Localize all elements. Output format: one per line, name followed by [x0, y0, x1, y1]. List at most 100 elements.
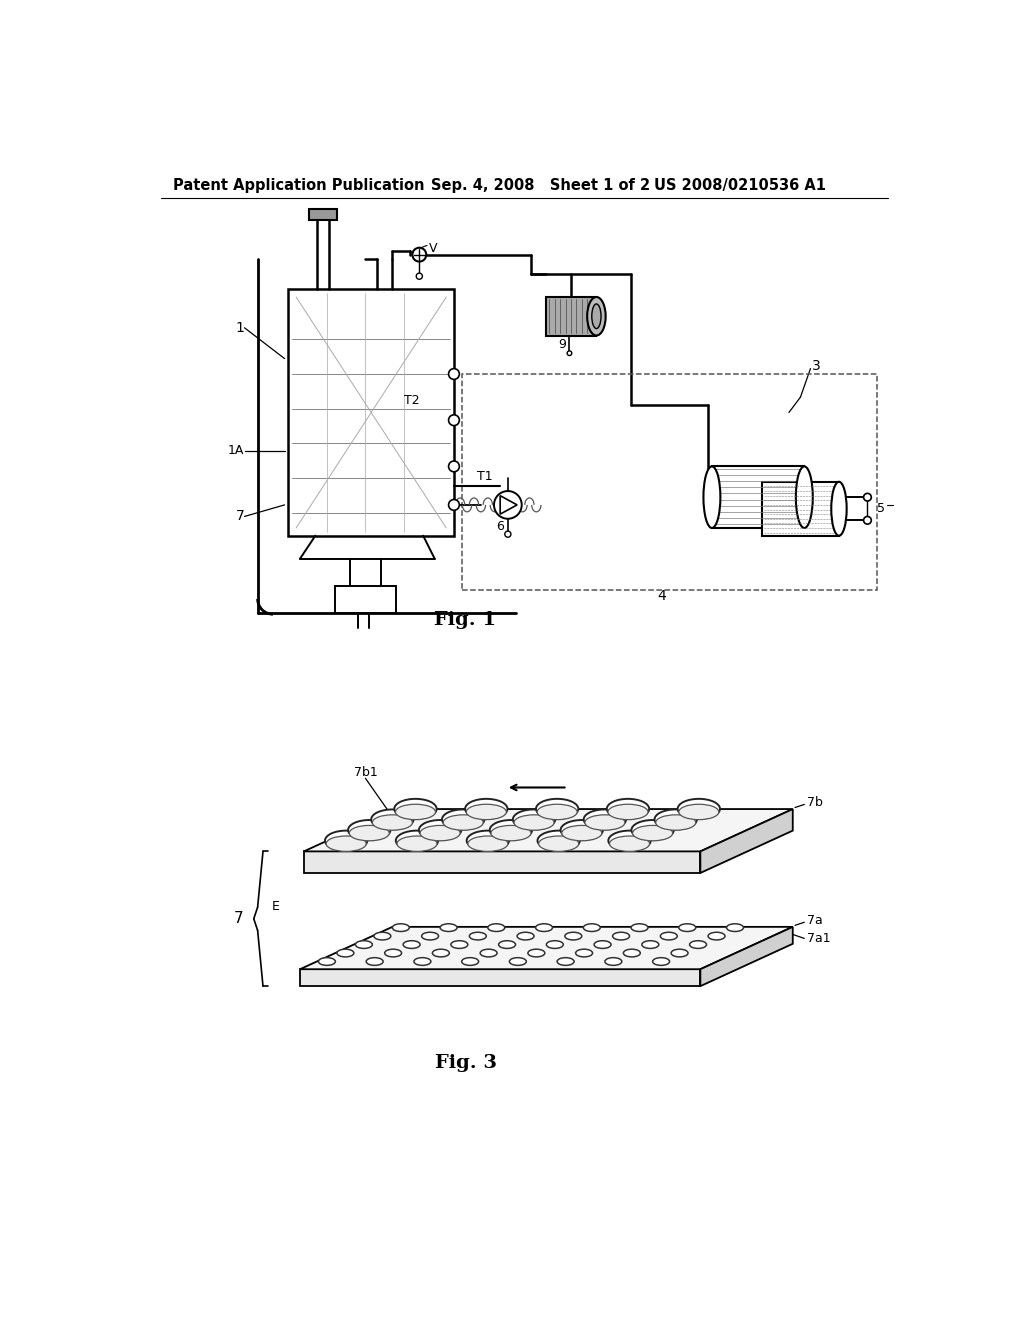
Ellipse shape: [671, 949, 688, 957]
Text: Sep. 4, 2008   Sheet 1 of 2: Sep. 4, 2008 Sheet 1 of 2: [431, 178, 650, 193]
Ellipse shape: [584, 924, 600, 932]
Polygon shape: [300, 927, 793, 969]
Ellipse shape: [396, 830, 438, 850]
Polygon shape: [304, 809, 793, 851]
Ellipse shape: [624, 949, 640, 957]
Circle shape: [416, 273, 422, 280]
Ellipse shape: [509, 958, 526, 965]
Ellipse shape: [326, 836, 367, 851]
Ellipse shape: [708, 932, 725, 940]
Circle shape: [494, 491, 521, 519]
Ellipse shape: [385, 949, 401, 957]
Ellipse shape: [487, 924, 505, 932]
Ellipse shape: [652, 958, 670, 965]
Ellipse shape: [612, 932, 630, 940]
Ellipse shape: [467, 830, 509, 850]
Ellipse shape: [371, 809, 414, 829]
Ellipse shape: [631, 924, 648, 932]
Ellipse shape: [442, 809, 484, 829]
Text: V: V: [429, 242, 437, 255]
Ellipse shape: [605, 958, 622, 965]
Text: T2: T2: [403, 395, 420, 408]
Text: 7: 7: [236, 510, 245, 524]
Ellipse shape: [403, 941, 420, 949]
Ellipse shape: [678, 799, 720, 818]
Ellipse shape: [536, 924, 553, 932]
Ellipse shape: [373, 814, 413, 830]
Text: 6: 6: [497, 520, 504, 533]
Ellipse shape: [538, 804, 578, 820]
Ellipse shape: [440, 924, 457, 932]
Ellipse shape: [489, 820, 532, 840]
Text: 7a: 7a: [807, 915, 822, 927]
Ellipse shape: [422, 932, 438, 940]
Ellipse shape: [727, 924, 743, 932]
Polygon shape: [700, 809, 793, 873]
Text: 1A: 1A: [228, 445, 245, 458]
Circle shape: [449, 414, 460, 425]
Circle shape: [449, 461, 460, 471]
Ellipse shape: [395, 804, 435, 820]
Polygon shape: [304, 851, 700, 873]
Ellipse shape: [325, 830, 368, 850]
Ellipse shape: [513, 809, 555, 829]
Polygon shape: [700, 927, 793, 986]
Ellipse shape: [642, 941, 658, 949]
Ellipse shape: [632, 820, 674, 840]
Bar: [712, 466, 804, 528]
Ellipse shape: [462, 958, 478, 965]
Text: 9: 9: [558, 338, 565, 351]
Ellipse shape: [443, 814, 483, 830]
Circle shape: [505, 531, 511, 537]
Ellipse shape: [528, 949, 545, 957]
Ellipse shape: [679, 804, 719, 820]
Ellipse shape: [796, 466, 813, 528]
Ellipse shape: [374, 932, 391, 940]
Ellipse shape: [608, 804, 648, 820]
Text: E: E: [272, 900, 281, 913]
Text: Fig. 1: Fig. 1: [434, 611, 497, 630]
Bar: [547, 297, 596, 335]
Text: Patent Application Publication: Patent Application Publication: [173, 178, 424, 193]
Circle shape: [449, 499, 460, 511]
Text: US 2008/0210536 A1: US 2008/0210536 A1: [654, 178, 826, 193]
Ellipse shape: [337, 949, 354, 957]
Text: 7a1: 7a1: [807, 932, 830, 945]
Ellipse shape: [414, 958, 431, 965]
Ellipse shape: [536, 799, 579, 818]
Text: 7: 7: [234, 911, 244, 927]
Ellipse shape: [420, 825, 460, 841]
Ellipse shape: [539, 836, 579, 851]
Ellipse shape: [587, 297, 605, 335]
Circle shape: [449, 368, 460, 379]
Ellipse shape: [655, 814, 695, 830]
Ellipse shape: [499, 941, 515, 949]
Ellipse shape: [465, 799, 508, 818]
Ellipse shape: [547, 941, 563, 949]
Circle shape: [567, 351, 571, 355]
Text: 1: 1: [236, 321, 245, 335]
Ellipse shape: [654, 809, 697, 829]
Bar: [335, 586, 396, 612]
Ellipse shape: [367, 958, 383, 965]
Ellipse shape: [575, 949, 593, 957]
Text: 5: 5: [878, 502, 886, 515]
Ellipse shape: [514, 814, 554, 830]
Text: 3: 3: [812, 359, 821, 374]
Circle shape: [863, 494, 871, 502]
Ellipse shape: [592, 304, 601, 329]
Ellipse shape: [538, 830, 580, 850]
Ellipse shape: [703, 466, 720, 528]
Ellipse shape: [419, 820, 461, 840]
Ellipse shape: [660, 932, 677, 940]
Ellipse shape: [349, 825, 389, 841]
Text: 7b: 7b: [807, 796, 822, 809]
Bar: [762, 482, 839, 536]
Ellipse shape: [490, 825, 531, 841]
Ellipse shape: [562, 825, 602, 841]
Ellipse shape: [831, 482, 847, 536]
Ellipse shape: [594, 941, 611, 949]
Ellipse shape: [468, 836, 508, 851]
Ellipse shape: [318, 958, 336, 965]
Text: Fig. 3: Fig. 3: [434, 1055, 497, 1072]
